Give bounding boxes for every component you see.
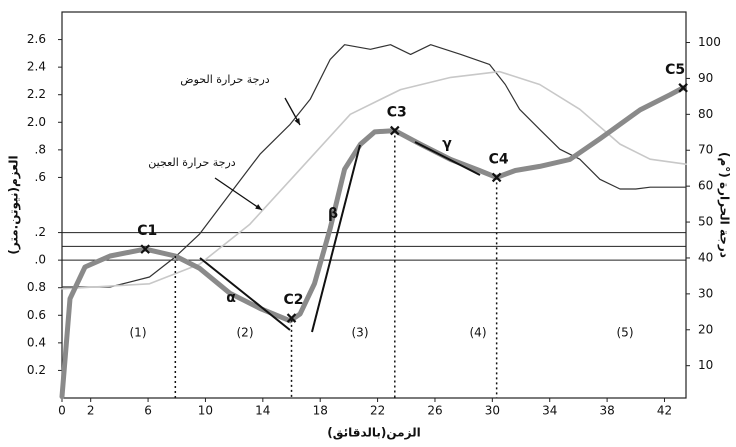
y-tick-label: 2.2 bbox=[27, 87, 46, 101]
y-tick-label: .0 bbox=[35, 253, 46, 267]
phase-label: (2) bbox=[237, 326, 254, 340]
y-tick-label: 0.8 bbox=[27, 280, 46, 294]
point-marker bbox=[390, 125, 400, 136]
x-axis-title: الزمن(بالدقائق) bbox=[327, 426, 420, 440]
y2-tick-label: 60 bbox=[698, 179, 713, 193]
y2-tick-label: 100 bbox=[698, 35, 721, 49]
point-marker bbox=[140, 244, 150, 254]
x-tick-label: 42 bbox=[657, 404, 672, 418]
point-label: C3 bbox=[387, 105, 407, 121]
phase-label: (5) bbox=[617, 326, 634, 340]
y-tick-label: 2.4 bbox=[27, 60, 46, 74]
phase-label: (1) bbox=[130, 326, 147, 340]
y2-tick-label: 70 bbox=[698, 143, 713, 157]
y2-tick-label: 40 bbox=[698, 250, 713, 264]
y-tick-label: 2.0 bbox=[27, 115, 46, 129]
slope-label: β bbox=[328, 206, 338, 222]
y2-tick-label: 90 bbox=[698, 71, 713, 85]
annotation-arrow bbox=[214, 177, 263, 211]
x-tick-label: 6 bbox=[144, 404, 152, 418]
point-cross bbox=[286, 313, 297, 323]
y2-axis-title: درجة الحرارة (°م) bbox=[717, 152, 732, 258]
y-axis-title: العزم(نيوتن.متر) bbox=[7, 155, 22, 254]
y-tick-label: 2.6 bbox=[27, 32, 46, 46]
y2-tick-label: 20 bbox=[698, 322, 713, 336]
series-line bbox=[59, 85, 686, 400]
plot-frame bbox=[61, 11, 687, 399]
arrow-head bbox=[294, 118, 300, 125]
series-line bbox=[61, 44, 687, 288]
series-annotation: درجة حرارة الحوض bbox=[180, 73, 269, 86]
x-tick-label: 14 bbox=[255, 404, 270, 418]
y-tick-label: .8 bbox=[35, 142, 46, 156]
series-annotation: درجة حرارة العجين bbox=[148, 156, 236, 169]
point-label: C1 bbox=[137, 223, 157, 239]
tangent-line bbox=[199, 257, 291, 331]
slope-label: α bbox=[226, 290, 236, 306]
x-tick-label: 22 bbox=[370, 404, 385, 418]
point-cross bbox=[140, 244, 150, 254]
y-tick-label: .6 bbox=[35, 170, 46, 184]
point-marker bbox=[286, 313, 297, 323]
x-tick-label: 26 bbox=[427, 404, 442, 418]
x-tick-label: 18 bbox=[313, 404, 328, 418]
y2-tick-label: 80 bbox=[698, 107, 713, 121]
point-cross bbox=[678, 83, 688, 93]
x-tick-label: 34 bbox=[542, 404, 557, 418]
slope-label: γ bbox=[442, 136, 452, 152]
arrow-head bbox=[255, 204, 262, 210]
point-label: C5 bbox=[665, 62, 685, 78]
tangent-line bbox=[414, 141, 481, 176]
y2-tick-label: 10 bbox=[698, 358, 713, 372]
y2-tick-label: 50 bbox=[698, 215, 713, 229]
tangent-line bbox=[311, 144, 361, 333]
y-tick-label: .2 bbox=[35, 225, 46, 239]
point-label: C4 bbox=[489, 151, 509, 167]
y-tick-label: 0.2 bbox=[27, 363, 46, 377]
x-tick-label: 0 bbox=[58, 404, 66, 418]
x-tick-label: 2 bbox=[87, 404, 95, 418]
point-cross bbox=[491, 172, 502, 183]
y2-tick-label: 30 bbox=[698, 286, 713, 300]
phase-label: (4) bbox=[470, 326, 487, 340]
phase-label: (3) bbox=[352, 326, 369, 340]
point-label: C2 bbox=[284, 292, 304, 308]
series-line bbox=[61, 70, 687, 290]
x-tick-label: 38 bbox=[599, 404, 614, 418]
y-tick-label: 0.6 bbox=[27, 308, 46, 322]
point-cross bbox=[390, 125, 400, 136]
point-marker bbox=[678, 83, 688, 93]
y-tick-label: 0.4 bbox=[27, 335, 46, 349]
point-marker bbox=[491, 172, 502, 183]
x-tick-label: 10 bbox=[198, 404, 213, 418]
x-tick-label: 30 bbox=[485, 404, 500, 418]
